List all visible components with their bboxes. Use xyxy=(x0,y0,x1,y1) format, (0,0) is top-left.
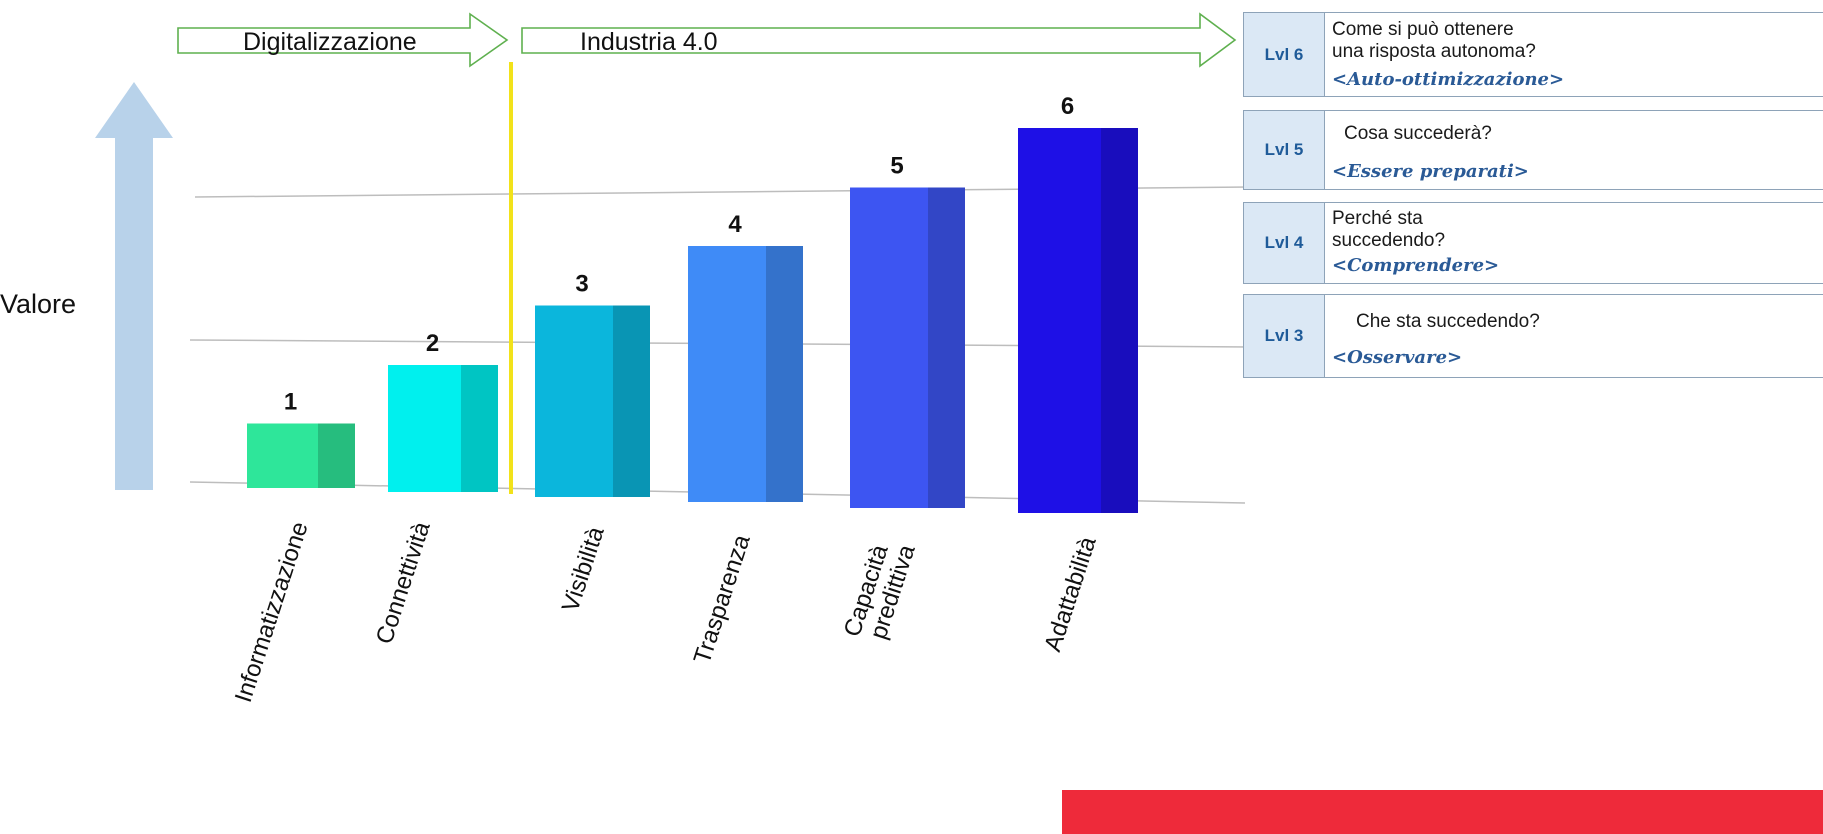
bar-informatizzazione: 1 xyxy=(247,389,355,488)
tick-label-connettivita: Connettività xyxy=(371,518,436,647)
level-tag-4: Lvl 4 xyxy=(1244,203,1325,283)
tick-label-capacita-predittiva: Capacità predittiva xyxy=(839,541,921,643)
data-label-informatizzazione: 1 xyxy=(284,389,297,416)
level-tag-3: Lvl 3 xyxy=(1244,295,1325,377)
bar-front-connettivit- xyxy=(388,365,461,492)
level-question-6-line2: una risposta autonoma? xyxy=(1332,41,1536,62)
value-arrow xyxy=(95,82,173,490)
bar-side-adattabilit- xyxy=(1101,128,1138,513)
digitalizzazione-arrow xyxy=(177,12,509,68)
level-box-6: Lvl 6 Come si può ottenere una risposta … xyxy=(1243,12,1823,97)
bar-side-capacit-predittiva xyxy=(928,187,965,508)
tick-label-trasparenza: Trasparenza xyxy=(689,531,756,667)
tick-label-informatizzazione: Informatizzazione xyxy=(230,519,314,706)
level-theme-4: <Comprendere> xyxy=(1332,255,1500,276)
level-box-4: Lvl 4 Perché sta succedendo? <Comprender… xyxy=(1243,202,1823,284)
level-theme-6: <Auto-ottimizzazione> xyxy=(1332,69,1565,90)
value-axis-label: Valore xyxy=(0,289,76,319)
level-question-5: Cosa succederà? xyxy=(1344,123,1492,144)
bar-front-capacit-predittiva xyxy=(850,187,928,508)
bar-capacit-predittiva: 5 xyxy=(850,153,965,508)
bars: 1 2 3 4 5 6 xyxy=(247,93,1138,513)
bar-front-informatizzazione xyxy=(247,423,318,488)
x-tick-labels: Informatizzazione Connettività Visibilit… xyxy=(230,518,1102,706)
phase-label-industria: Industria 4.0 xyxy=(580,28,718,56)
bar-side-informatizzazione xyxy=(318,423,355,488)
level-tag-5: Lvl 5 xyxy=(1244,111,1325,189)
bar-front-adattabilit- xyxy=(1018,128,1101,513)
level-theme-3: <Osservare> xyxy=(1332,347,1463,368)
level-question-4-line1: Perché sta xyxy=(1332,208,1423,229)
bar-front-trasparenza xyxy=(688,246,766,502)
bar-visibilit-: 3 xyxy=(535,271,650,497)
level-question-3: Che sta succedendo? xyxy=(1356,311,1540,332)
level-box-5: Lvl 5 Cosa succederà? <Essere preparati> xyxy=(1243,110,1823,190)
decorative-red-bar xyxy=(1062,790,1823,834)
data-label-adattabilit-: 6 xyxy=(1061,93,1074,120)
tick-label-visibilita: Visibilità xyxy=(557,523,610,615)
bar-adattabilit-: 6 xyxy=(1018,93,1138,513)
bar-side-connettivit- xyxy=(461,365,498,492)
level-box-3: Lvl 3 Che sta succedendo? <Osservare> xyxy=(1243,294,1823,378)
data-label-connettivit-: 2 xyxy=(426,330,439,357)
level-question-4-line2: succedendo? xyxy=(1332,230,1446,251)
bar-side-trasparenza xyxy=(766,246,803,502)
bar-connettivit-: 2 xyxy=(388,330,498,492)
level-tag-6: Lvl 6 xyxy=(1244,13,1325,96)
data-label-visibilit-: 3 xyxy=(575,271,588,298)
bar-trasparenza: 4 xyxy=(688,211,803,502)
phase-label-digitalizzazione: Digitalizzazione xyxy=(243,28,417,56)
data-label-capacit-predittiva: 5 xyxy=(890,153,903,180)
tick-label-adattabilita: Adattabilità xyxy=(1039,533,1102,655)
level-question-6-line1: Come si può ottenere xyxy=(1332,19,1514,40)
bar-side-visibilit- xyxy=(613,305,650,497)
industria-arrow xyxy=(521,12,1237,68)
level-theme-5: <Essere preparati> xyxy=(1332,161,1529,182)
bar-front-visibilit- xyxy=(535,305,613,497)
data-label-trasparenza: 4 xyxy=(728,211,742,238)
